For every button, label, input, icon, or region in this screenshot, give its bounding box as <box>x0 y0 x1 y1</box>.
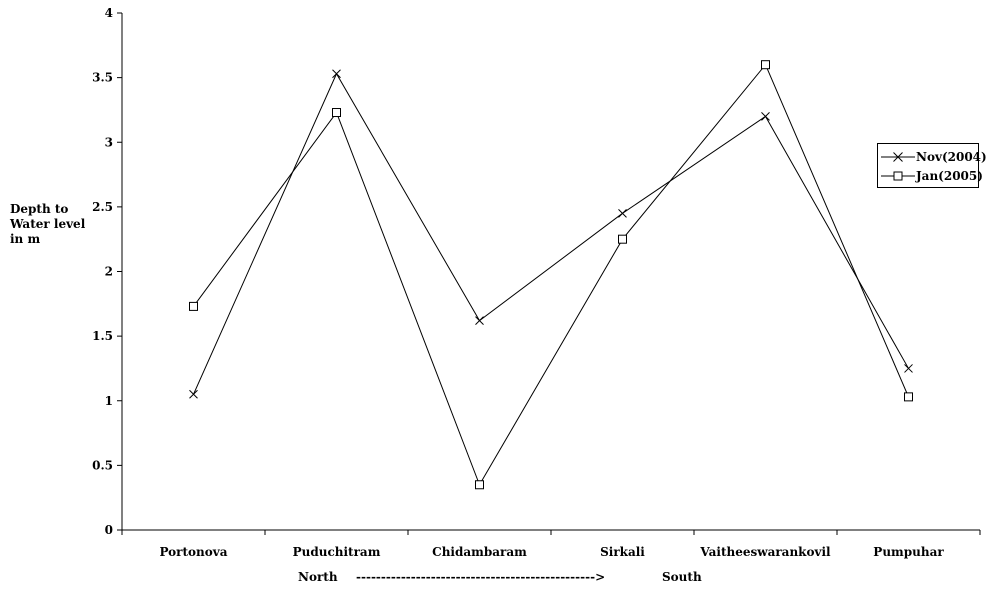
y-axis-label-line-1: Depth to <box>10 202 69 216</box>
data-point-square <box>475 480 484 490</box>
y-axis-label-line-2: Water level <box>10 217 86 231</box>
legend: Nov(2004) Jan(2005) <box>877 143 987 188</box>
y-tick-label: 3.5 <box>92 71 113 85</box>
x-axis-label-arrow: ----------------------------------------… <box>356 570 606 584</box>
x-axis-label-south: South <box>662 570 702 584</box>
data-point-x <box>332 69 341 79</box>
data-point-square <box>904 392 913 402</box>
x-tick-label: Vaitheeswarankovil <box>699 545 831 559</box>
data-point-square <box>189 301 198 311</box>
x-tick-label: Puduchitram <box>293 545 381 559</box>
legend-entry-nov-2004: Nov(2004) <box>878 147 987 167</box>
y-tick-label: 0 <box>105 523 113 537</box>
series-line <box>193 63 909 486</box>
legend-label-nov-2004: Nov(2004) <box>916 150 987 164</box>
x-tick-label: Portonova <box>159 545 227 559</box>
x-tick-label: Sirkali <box>600 545 645 559</box>
y-tick-label: 0.5 <box>92 458 113 472</box>
y-tick-label: 2.5 <box>92 200 113 214</box>
legend-label-jan-2005: Jan(2005) <box>916 169 983 183</box>
y-tick-label: 4 <box>105 6 113 20</box>
y-tick-label: 3 <box>105 135 113 149</box>
y-axis-label: Depth to Water level in m <box>10 202 100 247</box>
data-point-x <box>475 316 484 325</box>
x-tick-label: Pumpuhar <box>873 545 944 559</box>
data-point-square <box>761 60 770 70</box>
y-axis-label-line-3: in m <box>10 232 41 246</box>
data-point-x <box>904 364 913 373</box>
legend-entry-jan-2005: Jan(2005) <box>878 166 983 186</box>
x-marker-icon <box>881 152 915 162</box>
y-tick-label: 2 <box>105 265 113 279</box>
data-point-square <box>332 108 341 118</box>
data-point-x <box>618 208 627 218</box>
data-point-x <box>189 389 198 399</box>
x-axis-label-north: North <box>298 570 338 584</box>
y-tick-label: 1 <box>105 394 113 408</box>
data-point-square <box>618 234 627 244</box>
x-tick-label: Chidambaram <box>432 545 527 559</box>
data-point-x <box>761 112 770 121</box>
series-line <box>193 72 909 395</box>
y-tick-label: 1.5 <box>92 329 113 343</box>
square-marker-icon <box>881 171 915 181</box>
